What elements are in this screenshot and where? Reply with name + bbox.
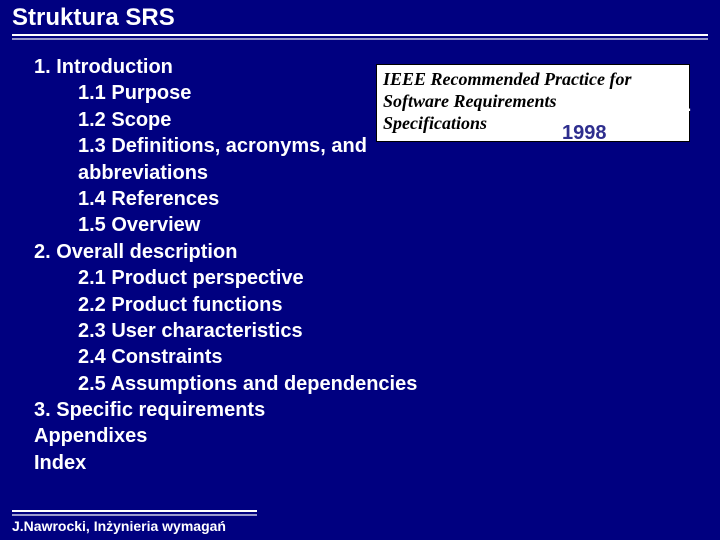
outline-item-2-4: 2.4 Constraints — [34, 344, 720, 370]
footer-rule-secondary — [12, 514, 257, 516]
outline-appendixes: Appendixes — [34, 423, 720, 449]
footer-rule-primary — [12, 510, 257, 512]
outline-section-2: 2. Overall description — [34, 239, 720, 265]
page-title: Struktura SRS — [12, 4, 708, 32]
footer-rule — [12, 510, 257, 516]
footer: J.Nawrocki, Inżynieria wymagań — [12, 510, 257, 534]
outline-item-1-4: 1.4 References — [34, 186, 720, 212]
ieee-line2: Software Requirements — [383, 91, 557, 111]
outline-index: Index — [34, 450, 720, 476]
rule-primary — [12, 34, 708, 36]
std-year: 1998 — [562, 122, 607, 145]
outline-item-2-2: 2.2 Product functions — [34, 292, 720, 318]
ieee-line3: Specifications — [383, 113, 487, 133]
outline-item-2-5: 2.5 Assumptions and dependencies — [34, 371, 720, 397]
std-label: IEEE Std 830- — [562, 96, 691, 122]
title-area: Struktura SRS — [0, 0, 720, 40]
outline-item-1-5: 1.5 Overview — [34, 212, 720, 238]
outline-item-2-3: 2.3 User characteristics — [34, 318, 720, 344]
ieee-line1: IEEE Recommended Practice for — [383, 69, 631, 89]
footer-text: J.Nawrocki, Inżynieria wymagań — [12, 518, 257, 534]
outline-section-3: 3. Specific requirements — [34, 397, 720, 423]
outline-item-2-1: 2.1 Product perspective — [34, 265, 720, 291]
outline-item-1-3b: abbreviations — [34, 160, 720, 186]
